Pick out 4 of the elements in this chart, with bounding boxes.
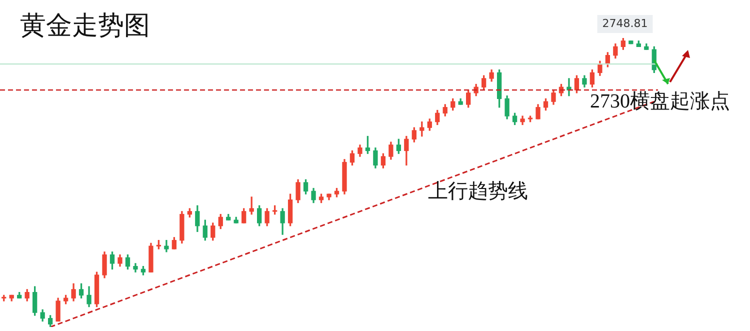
text: 2748.81 bbox=[602, 16, 648, 30]
annotation: 上行趋势线 bbox=[428, 180, 528, 202]
annotation: 2730横盘起涨点 bbox=[590, 90, 730, 112]
chart-title: 黄金走势图 bbox=[20, 10, 150, 42]
